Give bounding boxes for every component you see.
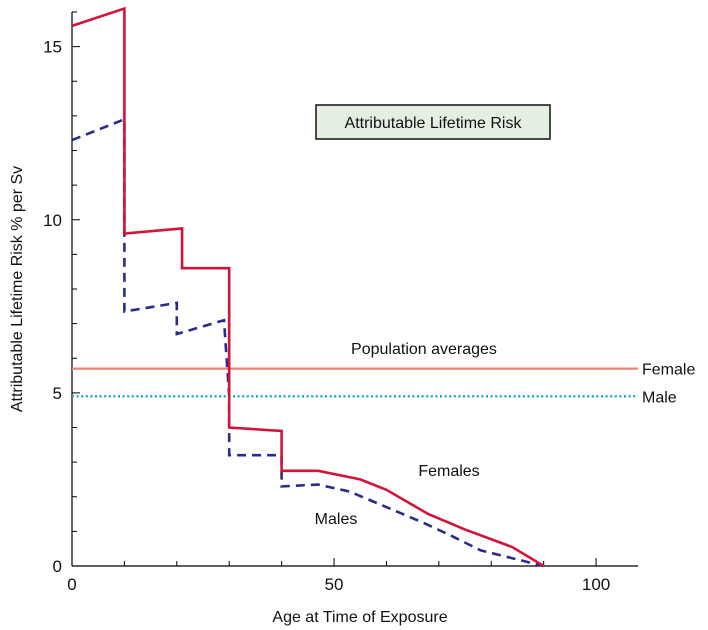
y-tick-label: 10 bbox=[43, 211, 62, 230]
x-axis-label: Age at Time of Exposure bbox=[272, 609, 447, 626]
reference-label-male: Male bbox=[642, 389, 677, 406]
ticks: 0 5 10 15 0 50 100 bbox=[43, 11, 610, 594]
males-label: Males bbox=[315, 511, 358, 528]
series-line-females bbox=[71, 6, 545, 568]
legend-box-rect bbox=[315, 104, 551, 140]
x-tick-label: 0 bbox=[67, 575, 76, 594]
series-lines bbox=[71, 6, 545, 568]
population-averages-label: Population averages bbox=[351, 341, 497, 358]
y-tick-label: 5 bbox=[53, 384, 62, 403]
legend-box: Attributable Lifetime Risk bbox=[315, 104, 551, 140]
y-axis-label: Attributable Lifetime Risk % per Sv bbox=[9, 166, 26, 412]
females-label: Females bbox=[418, 463, 479, 480]
x-tick-label: 50 bbox=[325, 575, 344, 594]
reference-label-female: Female bbox=[642, 362, 695, 379]
y-tick-label: 15 bbox=[43, 38, 62, 57]
x-tick-label: 100 bbox=[582, 575, 610, 594]
reference-lines: Female Male bbox=[72, 362, 695, 406]
legend-box-label: Attributable Lifetime Risk bbox=[345, 115, 523, 132]
series-line-males bbox=[71, 117, 545, 568]
axes bbox=[71, 12, 638, 567]
y-tick-label: 0 bbox=[53, 557, 62, 576]
